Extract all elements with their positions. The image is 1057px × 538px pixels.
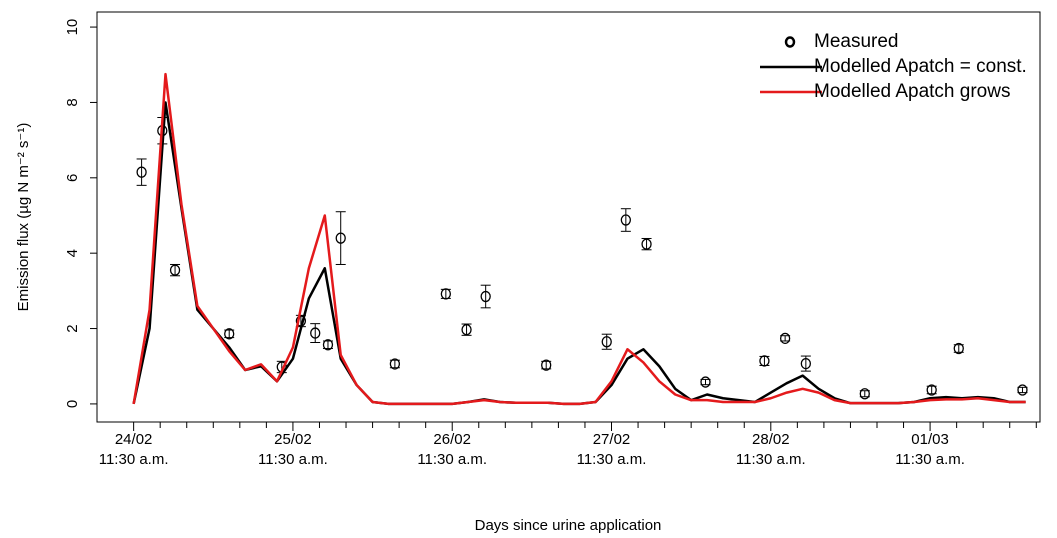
measured-point: [541, 359, 552, 371]
x-tick-label: 24/02 11:30 a.m.: [98, 431, 169, 468]
measured-point: [859, 388, 870, 400]
y-tick-label: 6: [64, 174, 81, 182]
legend-marker: [784, 36, 796, 48]
x-tick-label: 28/02 11:30 a.m.: [735, 431, 806, 468]
measured-point: [1017, 384, 1028, 396]
y-tick-label: 2: [64, 324, 81, 332]
measured-point: [335, 232, 346, 244]
y-tick-label: 8: [64, 98, 81, 106]
x-tick-label: 27/02 11:30 a.m.: [576, 431, 647, 468]
measured-point: [322, 339, 334, 351]
measured-point: [224, 328, 235, 340]
legend-label: Modelled Apatch grows: [814, 81, 1010, 102]
measured-point: [641, 238, 652, 250]
measured-point: [136, 166, 147, 178]
measured-point: [480, 290, 491, 303]
measured-point: [169, 264, 181, 276]
measured-point: [440, 288, 451, 300]
x-axis-label: Days since urine application: [475, 517, 662, 534]
measured-point: [779, 332, 791, 344]
measured-point: [389, 358, 401, 370]
measured-point: [310, 327, 321, 339]
y-tick-label: 0: [64, 400, 81, 408]
measured-point: [953, 342, 964, 355]
y-tick-label: 10: [64, 19, 81, 36]
legend-label: Measured: [814, 31, 899, 52]
model-line: [132, 72, 1026, 406]
x-tick-label: 26/02 11:30 a.m.: [417, 431, 488, 468]
measured-point: [461, 324, 472, 336]
measured-point: [700, 376, 711, 388]
measured-point: [601, 336, 612, 348]
y-tick-label: 4: [64, 249, 81, 257]
legend-label: Modelled Apatch = const.: [814, 56, 1027, 77]
x-tick-label: 01/03 11:30 a.m.: [895, 431, 965, 468]
model-line: [132, 101, 1026, 406]
plot-frame: [96, 11, 1041, 423]
measured-point: [759, 355, 770, 367]
y-axis-label: Emission flux (µg N m⁻² s⁻¹): [15, 123, 32, 312]
measured-point: [926, 384, 937, 396]
measured-point: [620, 214, 631, 226]
x-tick-label: 25/02 11:30 a.m.: [258, 431, 328, 468]
measured-point: [800, 357, 811, 370]
